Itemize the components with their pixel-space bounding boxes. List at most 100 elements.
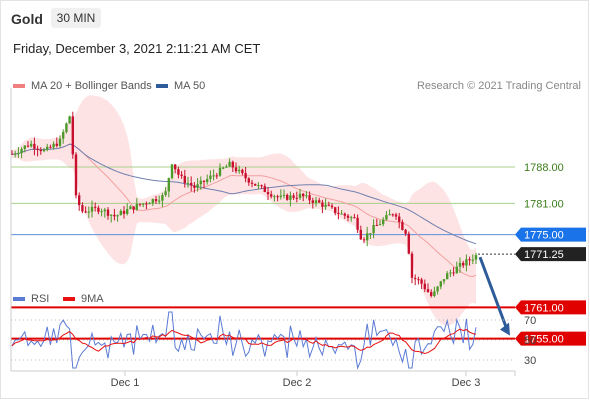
legend-label-ma20: MA 20 + Bollinger Bands	[31, 80, 152, 92]
candle-body	[436, 286, 439, 292]
candle-body	[263, 186, 266, 193]
candle-body	[55, 143, 58, 146]
candle-body	[462, 262, 465, 266]
ma20-line	[11, 143, 477, 278]
candle-body	[446, 273, 449, 280]
ma20-swatch	[13, 84, 25, 89]
candle-body	[414, 277, 417, 280]
x-tick-label: Dec 3	[452, 377, 481, 389]
candle-body	[318, 200, 321, 203]
support-resistance-levels: 1788.00 1781.00 1775.00 1761.00 1755.00	[11, 162, 586, 346]
candle-body	[23, 145, 26, 150]
level-label: 1775.00	[524, 230, 564, 242]
legend-label-9ma: 9MA	[81, 293, 104, 305]
level-label: 1788.00	[524, 162, 564, 174]
candle-body	[324, 204, 327, 207]
candle-body	[65, 123, 68, 133]
candle-body	[97, 207, 100, 212]
candle-body	[33, 143, 36, 149]
rsi-9ma-line	[11, 328, 477, 355]
candle-body	[430, 292, 433, 296]
candle-body	[314, 200, 318, 203]
candle-body	[369, 233, 372, 235]
candle-body	[212, 175, 215, 177]
candle-body	[286, 194, 289, 200]
candle-body	[180, 174, 183, 176]
candle-body	[209, 175, 212, 179]
candle-body	[279, 195, 282, 198]
candle-body	[110, 214, 113, 216]
candle-body	[202, 180, 206, 182]
candle-body	[289, 195, 292, 200]
candle-body	[247, 178, 250, 183]
candle-body	[106, 209, 110, 216]
candle-body	[30, 143, 33, 147]
candle-body	[330, 205, 334, 208]
ma50-line	[11, 143, 477, 245]
candle-body	[206, 178, 209, 182]
candle-body	[103, 209, 106, 212]
candle-body	[407, 233, 410, 254]
candle-body	[257, 185, 260, 187]
candle-body	[398, 216, 401, 222]
candle-body	[10, 154, 14, 155]
forecast-arrow-shaft	[478, 256, 509, 331]
candle-body	[46, 146, 49, 150]
candle-body	[14, 153, 17, 155]
9ma-swatch	[63, 297, 75, 302]
candle-body	[87, 211, 90, 213]
x-tick-label: Dec 2	[283, 377, 312, 389]
candle-body	[228, 161, 231, 167]
candle-body	[49, 146, 52, 148]
candle-body	[100, 211, 103, 213]
candle-body	[388, 214, 391, 216]
candle-body	[161, 195, 164, 201]
level-tag	[515, 331, 586, 346]
x-tick-label: Dec 1	[111, 377, 140, 389]
candle-body	[42, 149, 46, 152]
candle-body	[135, 203, 138, 210]
legend-label-ma50: MA 50	[174, 80, 206, 92]
candle-body	[164, 191, 167, 196]
level-label: 1761.00	[524, 302, 564, 314]
candle-body	[225, 166, 228, 168]
candle-body	[340, 213, 343, 215]
candle-body	[122, 210, 126, 214]
candle-body	[39, 149, 42, 152]
candle-body	[154, 199, 158, 202]
candle-body	[372, 225, 375, 234]
level-label: 1755.00	[524, 334, 564, 346]
candle-body	[81, 205, 84, 212]
candle-body	[20, 149, 23, 153]
last-price-label: 1771.25	[524, 249, 564, 261]
candle-body	[362, 239, 366, 241]
legend-label-rsi: RSI	[31, 293, 50, 305]
candle-body	[116, 215, 119, 217]
candle-body	[468, 259, 471, 261]
legend-item-ma20: MA 20 + Bollinger Bands	[13, 80, 152, 92]
candle-body	[378, 224, 382, 226]
candle-body	[337, 212, 340, 214]
candle-body	[234, 167, 238, 172]
candle-body	[129, 206, 132, 210]
legend-item-9ma: 9MA	[63, 293, 104, 305]
candle-body	[442, 279, 446, 282]
candle-body	[151, 199, 154, 204]
candle-body	[346, 215, 350, 218]
candle-body	[254, 183, 257, 186]
candle-body	[62, 132, 65, 139]
candle-body	[343, 213, 346, 216]
candle-body	[295, 197, 298, 199]
candle-body	[94, 206, 97, 208]
candle-body	[273, 196, 276, 198]
candle-body	[433, 291, 436, 296]
candle-body	[308, 195, 311, 201]
level-label: 1781.00	[524, 198, 564, 210]
rsi-swatch	[13, 297, 25, 302]
rsi-tick-label: 70	[524, 315, 536, 327]
timeframe-badge[interactable]: 30 MIN	[51, 8, 101, 28]
candle-body	[327, 204, 330, 206]
bollinger-band	[12, 95, 476, 326]
candle-body	[244, 173, 247, 179]
